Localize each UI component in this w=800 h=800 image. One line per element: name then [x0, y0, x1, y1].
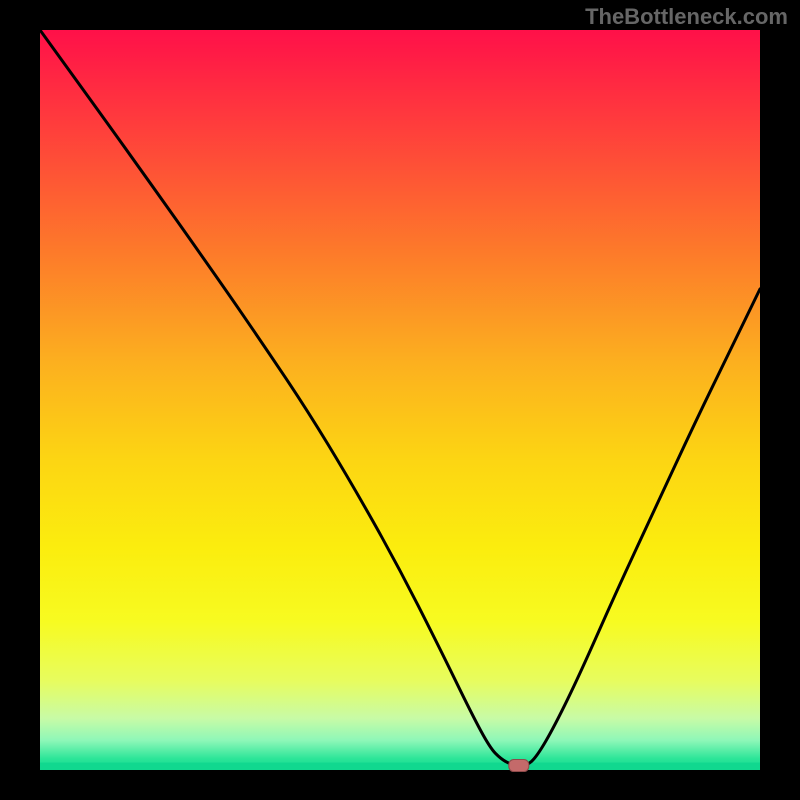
watermark-text: TheBottleneck.com [585, 4, 788, 30]
chart-bottom-band [40, 763, 760, 770]
bottleneck-chart [0, 0, 800, 800]
chart-background [40, 30, 760, 770]
chart-container: TheBottleneck.com [0, 0, 800, 800]
optimal-point-marker [509, 760, 529, 772]
